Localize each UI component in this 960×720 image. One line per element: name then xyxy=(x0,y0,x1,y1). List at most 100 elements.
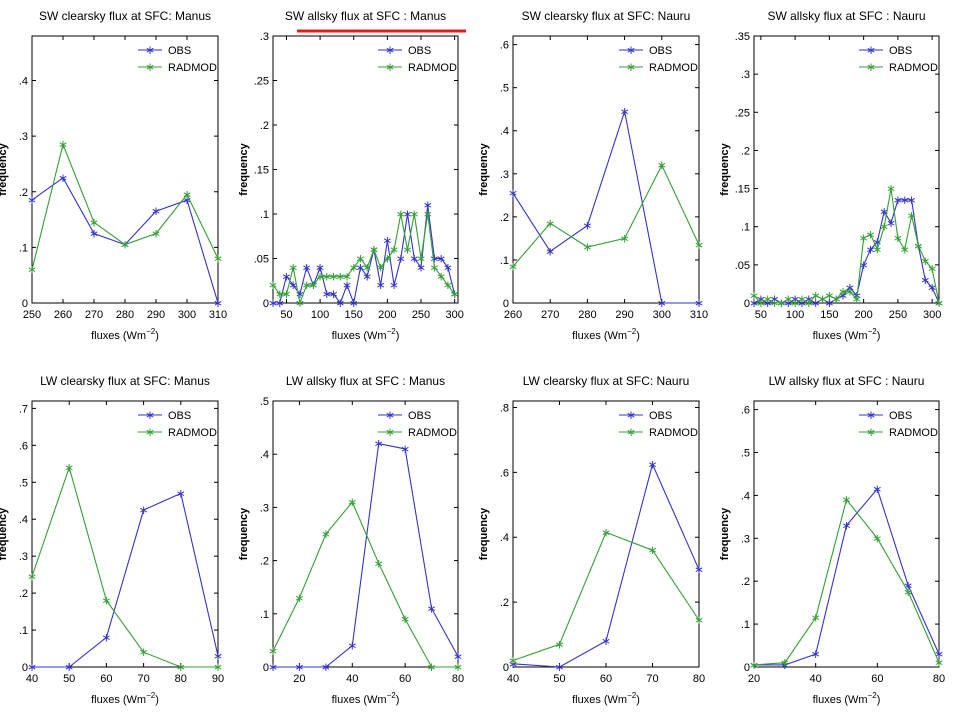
x-axis-label: fluxes (Wm−2) xyxy=(91,327,159,342)
y-tick-label: .6 xyxy=(500,40,509,52)
y-tick-label: .05 xyxy=(254,254,269,266)
data-point-radmod: ∗ xyxy=(831,292,841,306)
data-point-radmod: ∗ xyxy=(694,238,704,252)
x-axis-label: fluxes (Wm−2) xyxy=(572,327,640,342)
y-tick-label: .15 xyxy=(735,184,750,196)
axes-frame xyxy=(753,400,940,668)
legend-marker-radmod: ∗ xyxy=(385,60,395,74)
data-point-radmod: ∗ xyxy=(453,660,463,674)
data-point-radmod: ∗ xyxy=(694,613,704,627)
data-point-radmod: ∗ xyxy=(89,215,99,229)
x-axis-label-close: ) xyxy=(636,694,640,706)
data-point-radmod: ∗ xyxy=(601,525,611,539)
chart-title: SW allsky flux at SFC : Manus xyxy=(285,9,446,23)
data-point-obs: ∗ xyxy=(400,442,410,456)
y-tick-label: .25 xyxy=(254,76,269,88)
x-tick-label: 260 xyxy=(504,309,522,321)
data-point-obs: ∗ xyxy=(342,278,352,292)
x-tick-label: 40 xyxy=(26,673,38,685)
x-tick-label: 280 xyxy=(578,309,596,321)
legend-entry-obs: OBS xyxy=(649,410,672,422)
data-point-radmod: ∗ xyxy=(927,262,937,276)
data-point-obs: ∗ xyxy=(302,260,312,274)
axes-frame xyxy=(512,35,700,304)
data-point-radmod: ∗ xyxy=(920,254,930,268)
data-point-radmod: ∗ xyxy=(797,292,807,306)
data-point-radmod: ∗ xyxy=(545,216,555,230)
series-line-radmod xyxy=(753,188,940,304)
y-tick-label: .1 xyxy=(260,209,269,221)
y-tick-label: .3 xyxy=(260,31,269,43)
x-tick-label: 40 xyxy=(507,673,519,685)
data-point-radmod: ∗ xyxy=(281,287,291,301)
data-point-obs: ∗ xyxy=(886,216,896,230)
series-line-radmod xyxy=(31,465,218,668)
data-point-radmod: ∗ xyxy=(934,296,944,310)
data-point-obs: ∗ xyxy=(934,647,944,661)
x-tick-label: 300 xyxy=(178,309,196,321)
data-point-obs: ∗ xyxy=(620,104,630,118)
legend-entry-obs: OBS xyxy=(649,45,672,57)
legend-marker-obs: ∗ xyxy=(866,43,876,57)
data-point-obs: ∗ xyxy=(389,278,399,292)
y-tick-label: .1 xyxy=(19,625,28,637)
data-point-obs: ∗ xyxy=(362,269,372,283)
data-point-radmod: ∗ xyxy=(436,269,446,283)
y-tick-label: .4 xyxy=(500,532,509,544)
data-point-radmod: ∗ xyxy=(342,269,352,283)
x-tick-label: 310 xyxy=(209,309,227,321)
legend-marker-radmod: ∗ xyxy=(145,60,155,74)
data-point-obs: ∗ xyxy=(872,482,882,496)
y-tick-label: 0 xyxy=(22,298,28,310)
y-tick-label: .4 xyxy=(19,76,28,88)
data-point-radmod: ∗ xyxy=(893,231,903,245)
y-tick-label: .5 xyxy=(19,477,28,489)
data-point-radmod: ∗ xyxy=(295,296,305,310)
chart-panel-4: SW allsky flux at SFC : Nauru 50 100 150 200… xyxy=(719,9,944,342)
legend-entry-obs: OBS xyxy=(889,45,912,57)
y-axis-label: frequency xyxy=(238,507,250,560)
x-tick-label: 60 xyxy=(399,673,411,685)
x-axis-label-exponent: −2 xyxy=(868,327,878,336)
y-axis-label: frequency xyxy=(0,507,9,560)
chart-title: LW allsky flux at SFC : Manus xyxy=(286,374,445,388)
data-point-obs: ∗ xyxy=(879,204,889,218)
legend-entry-radmod: RADMOD xyxy=(168,427,217,439)
data-point-obs: ∗ xyxy=(647,457,657,471)
x-tick-label: 260 xyxy=(54,309,72,321)
data-point-obs: ∗ xyxy=(453,649,463,663)
data-point-obs: ∗ xyxy=(58,171,68,185)
legend-entry-obs: OBS xyxy=(168,410,191,422)
data-point-radmod: ∗ xyxy=(903,585,913,599)
data-point-obs: ∗ xyxy=(27,193,37,207)
data-point-obs: ∗ xyxy=(804,292,814,306)
data-point-radmod: ∗ xyxy=(182,188,192,202)
data-point-obs: ∗ xyxy=(859,258,869,272)
axes-frame xyxy=(31,400,219,668)
data-point-obs: ∗ xyxy=(64,660,74,674)
data-point-obs: ∗ xyxy=(295,287,305,301)
y-tick-label: .2 xyxy=(741,145,750,157)
y-axis-label: frequency xyxy=(719,142,731,195)
data-point-radmod: ∗ xyxy=(508,654,518,668)
data-point-obs: ∗ xyxy=(396,252,406,266)
x-tick-label: 280 xyxy=(116,309,134,321)
legend-marker-obs: ∗ xyxy=(626,408,636,422)
data-point-radmod: ∗ xyxy=(756,296,766,310)
y-axis-label: frequency xyxy=(478,142,490,195)
data-point-obs: ∗ xyxy=(176,486,186,500)
data-point-radmod: ∗ xyxy=(900,243,910,257)
y-tick-label: .4 xyxy=(500,126,509,138)
y-tick-label: .15 xyxy=(254,165,269,177)
data-point-obs: ∗ xyxy=(865,243,875,257)
legend-entry-obs: OBS xyxy=(408,45,431,57)
x-tick-label: 100 xyxy=(311,309,329,321)
y-tick-label: .5 xyxy=(741,447,750,459)
data-point-radmod: ∗ xyxy=(749,288,759,302)
data-point-obs: ∗ xyxy=(783,296,793,310)
data-point-radmod: ∗ xyxy=(841,493,851,507)
x-tick-label: 20 xyxy=(293,673,305,685)
y-tick-label: .3 xyxy=(741,533,750,545)
y-tick-label: 0 xyxy=(503,298,509,310)
legend-marker-obs: ∗ xyxy=(626,43,636,57)
